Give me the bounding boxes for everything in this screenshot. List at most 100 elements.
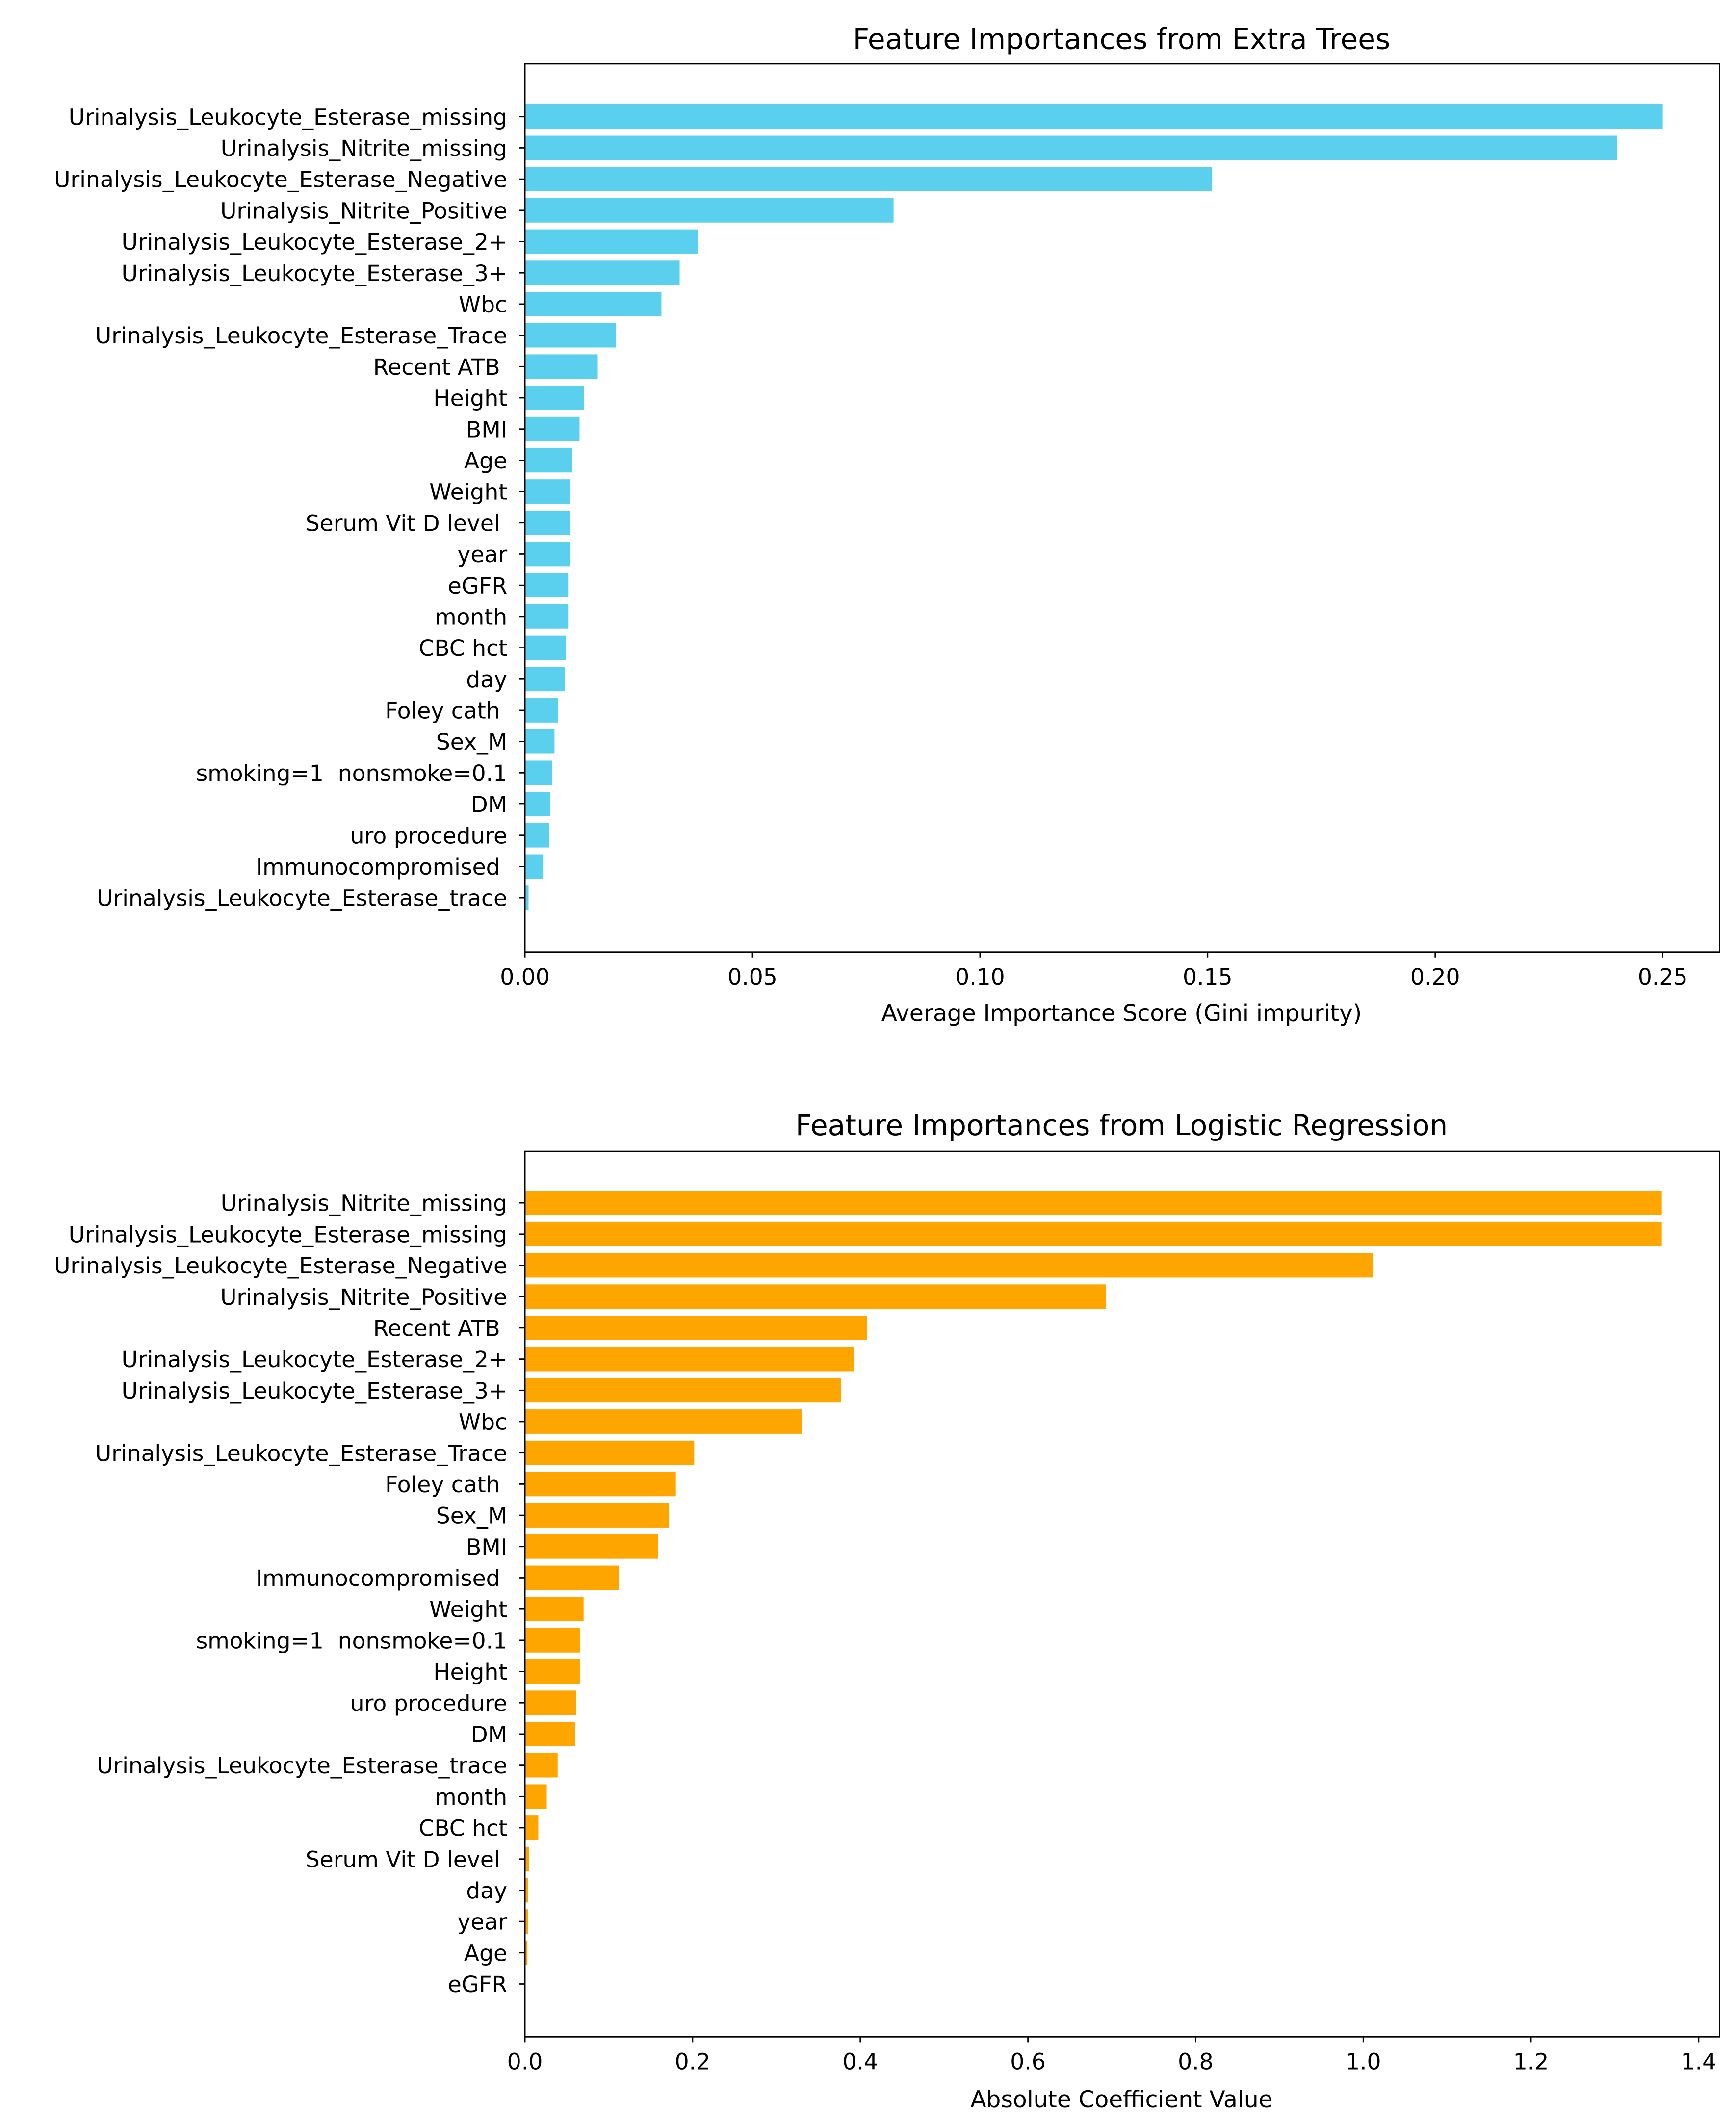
- y-tick-label: year: [457, 542, 507, 568]
- y-tick-label: Weight: [429, 1597, 507, 1623]
- y-tick-label: Urinalysis_Leukocyte_Esterase_Negative: [54, 1253, 507, 1279]
- bar: [525, 1815, 539, 1840]
- bar: [525, 510, 570, 535]
- y-tick-label: Urinalysis_Nitrite_Positive: [220, 1284, 507, 1310]
- y-tick-label: eGFR: [448, 573, 507, 599]
- y-tick-label: Urinalysis_Leukocyte_Esterase_missing: [69, 104, 507, 130]
- bar: [525, 1659, 580, 1684]
- x-tick-label: 0.10: [955, 964, 1005, 990]
- y-tick-label: Urinalysis_Leukocyte_Esterase_trace: [97, 1753, 507, 1779]
- y-tick-label: Urinalysis_Leukocyte_Esterase_2+: [122, 1347, 507, 1373]
- x-tick-label: 1.2: [1513, 2049, 1549, 2075]
- y-tick-label: Urinalysis_Leukocyte_Esterase_3+: [122, 1378, 507, 1404]
- bar: [525, 1909, 528, 1934]
- y-tick-label: Urinalysis_Leukocyte_Esterase_Negative: [54, 167, 507, 193]
- bar: [525, 1690, 576, 1715]
- y-tick-label: uro procedure: [350, 1690, 507, 1716]
- y-tick-label: month: [435, 1784, 507, 1810]
- y-tick-label: Urinalysis_Nitrite_missing: [221, 135, 507, 161]
- y-tick-label: Sex_M: [436, 1503, 507, 1529]
- y-tick-label: Foley cath: [385, 1472, 507, 1498]
- bar: [525, 1784, 547, 1809]
- bar: [525, 729, 555, 754]
- bar: [525, 854, 544, 879]
- y-tick-label: DM: [471, 1722, 507, 1748]
- y-tick-label: Wbc: [459, 292, 507, 318]
- bar: [525, 1253, 1373, 1278]
- bar: [525, 1628, 580, 1653]
- bar: [525, 1472, 676, 1497]
- x-tick-label: 0.0: [507, 2049, 543, 2075]
- bar: [525, 635, 566, 660]
- y-tick-label: DM: [471, 792, 507, 818]
- bar: [525, 167, 1213, 192]
- bar: [525, 135, 1617, 160]
- y-tick-label: CBC hct: [419, 635, 508, 661]
- bar: [525, 1378, 841, 1403]
- y-tick-label: day: [466, 667, 507, 693]
- y-tick-label: Sex_M: [436, 729, 507, 755]
- y-tick-label: year: [457, 1909, 507, 1935]
- bar: [525, 1722, 575, 1746]
- y-tick-label: day: [466, 1878, 507, 1904]
- y-tick-label: Serum Vit D level: [306, 1846, 507, 1872]
- bar: [525, 448, 572, 473]
- bar: [525, 760, 552, 785]
- bar: [525, 1316, 867, 1340]
- logistic-regression-panel: Feature Importances from Logistic Regres…: [54, 1109, 1720, 2113]
- bar: [525, 1597, 584, 1622]
- y-tick-label: eGFR: [448, 1971, 507, 1997]
- x-tick-label: 0.05: [727, 964, 777, 990]
- y-tick-label: Recent ATB: [373, 1315, 507, 1341]
- y-tick-label: smoking=1 nonsmoke=0.1: [196, 1628, 507, 1654]
- bar: [525, 323, 616, 348]
- y-tick-label: Immunocompromised: [256, 854, 507, 880]
- y-tick-label: Urinalysis_Nitrite_missing: [221, 1191, 507, 1217]
- y-tick-label: Foley cath: [385, 698, 507, 724]
- y-tick-label: Height: [433, 1659, 507, 1685]
- bar: [525, 1284, 1106, 1309]
- x-tick-label: 1.4: [1681, 2049, 1717, 2075]
- y-tick-label: CBC hct: [419, 1815, 508, 1841]
- bar: [525, 104, 1663, 129]
- x-tick-label: 0.8: [1178, 2049, 1214, 2075]
- x-tick-label: 0.4: [842, 2049, 878, 2075]
- x-tick-label: 0.6: [1010, 2049, 1046, 2075]
- extra-trees-panel: Feature Importances from Extra Trees Ave…: [54, 23, 1720, 1027]
- y-tick-label: Height: [433, 386, 507, 412]
- bar: [525, 667, 565, 692]
- y-tick-label: Serum Vit D level: [306, 510, 507, 536]
- y-tick-label: month: [435, 604, 507, 630]
- axes-frame: [524, 1150, 1720, 2038]
- bar: [525, 1347, 854, 1372]
- y-tick-label: Urinalysis_Leukocyte_Esterase_trace: [97, 885, 507, 911]
- bar: [525, 698, 558, 723]
- bar: [525, 229, 698, 254]
- bar: [525, 1409, 802, 1434]
- x-tick-label: 1.0: [1346, 2049, 1381, 2075]
- bar: [525, 354, 598, 379]
- bar: [525, 885, 529, 910]
- y-tick-label: Weight: [429, 479, 507, 505]
- bar: [525, 416, 580, 441]
- chart-title: Feature Importances from Logistic Regres…: [796, 1109, 1448, 1142]
- y-tick-label: Urinalysis_Leukocyte_Esterase_2+: [122, 229, 507, 255]
- y-tick-label: Urinalysis_Leukocyte_Esterase_Trace: [95, 1440, 507, 1466]
- bar: [525, 1440, 695, 1465]
- x-axis-label: Average Importance Score (Gini impurity): [881, 1000, 1362, 1027]
- y-tick-label: Immunocompromised: [256, 1565, 507, 1591]
- axes-frame: [524, 63, 1720, 953]
- bar: [525, 1191, 1662, 1216]
- bar: [525, 260, 680, 285]
- y-tick-label: BMI: [466, 416, 507, 442]
- bar: [525, 1534, 658, 1559]
- bar: [525, 573, 569, 598]
- bar: [525, 479, 570, 504]
- bar: [525, 1878, 528, 1903]
- bar: [525, 604, 569, 629]
- bar: [525, 198, 894, 223]
- x-tick-label: 0.2: [675, 2049, 711, 2075]
- x-tick-label: 0.00: [500, 964, 550, 990]
- bar: [525, 542, 570, 567]
- x-tick-label: 0.25: [1638, 964, 1688, 990]
